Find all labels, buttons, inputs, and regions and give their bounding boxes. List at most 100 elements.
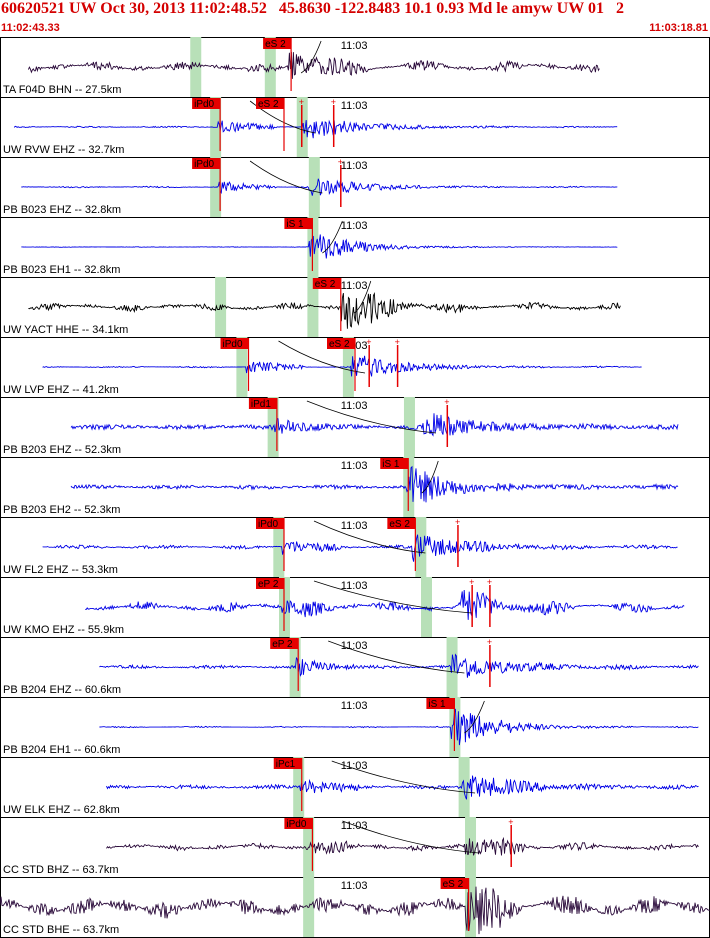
waveform-trace xyxy=(99,708,699,746)
minute-marker-label: 11:03 xyxy=(341,580,368,592)
pick-label: iPc1 xyxy=(276,759,296,770)
pick-flag[interactable] xyxy=(273,758,302,769)
waveform-trace xyxy=(28,291,621,329)
waveform-trace xyxy=(21,234,618,259)
trace-row[interactable]: 11:03 eS 2 TA F04D BHN -- 27.5km xyxy=(0,37,710,98)
station-label: PB B204 EH1 -- 60.6km xyxy=(3,744,120,756)
station-label: UW KMO EHZ -- 55.9km xyxy=(3,624,124,636)
trace-row[interactable]: 11:03 + + eP 2 UW KMO EHZ -- 55.9km xyxy=(0,577,710,638)
moveout-curve xyxy=(331,760,476,794)
pick-window-band xyxy=(308,157,320,217)
pick-label: iPd0 xyxy=(194,99,214,110)
pick-flag[interactable] xyxy=(220,338,249,349)
station-label: TA F04D BHN -- 27.5km xyxy=(3,84,121,96)
amplitude-tick-mark: + xyxy=(487,637,492,647)
trace-row[interactable]: 11:03 + iPd0 eS 2 UW FL2 EHZ -- 53.3km xyxy=(0,517,710,578)
event-title: 60620521 UW Oct 30, 2013 11:02:48.52 45.… xyxy=(1,0,624,17)
pick-flag[interactable] xyxy=(327,338,355,349)
minute-marker-label: 11:03 xyxy=(341,640,368,652)
trace-row[interactable]: 11:03 iS 1 PB B203 EH2 -- 52.3km xyxy=(0,457,710,518)
pick-label: eS 2 xyxy=(329,339,350,350)
pick-label: iPd1 xyxy=(251,399,271,410)
minute-marker-label: 11:03 xyxy=(341,700,368,712)
pick-flag[interactable] xyxy=(256,98,284,109)
station-label: PB B204 EHZ -- 60.6km xyxy=(3,684,121,696)
waveform-trace xyxy=(0,886,710,935)
station-label: PB B023 EHZ -- 32.8km xyxy=(3,204,121,216)
pick-flag[interactable] xyxy=(312,278,341,289)
pick-window-band xyxy=(307,277,319,337)
minute-marker-label: 11:03 xyxy=(341,40,368,52)
pick-flag[interactable] xyxy=(263,38,292,49)
moveout-curve xyxy=(300,40,322,74)
station-label: CC STD BHE -- 63.7km xyxy=(3,924,119,936)
pick-label: eP 2 xyxy=(272,639,293,650)
pick-flag[interactable] xyxy=(256,518,284,529)
pick-flag[interactable] xyxy=(248,398,277,409)
pick-label: eP 2 xyxy=(258,579,279,590)
amplitude-tick-mark: + xyxy=(395,337,400,347)
pick-flag[interactable] xyxy=(192,98,221,109)
minute-marker-label: 11:03 xyxy=(341,400,368,412)
pick-flag[interactable] xyxy=(256,578,284,589)
pick-flag[interactable] xyxy=(284,218,313,229)
trace-row[interactable]: 11:03 + + iPd0 eS 2 UW RVW EHZ -- 32.7km xyxy=(0,97,710,158)
waveform-trace xyxy=(106,775,699,800)
pick-flag[interactable] xyxy=(192,158,221,169)
pick-label: eS 2 xyxy=(265,39,286,50)
station-label: PB B203 EH2 -- 52.3km xyxy=(3,504,120,516)
trace-row[interactable]: 11:03 iS 1 PB B204 EH1 -- 60.6km xyxy=(0,697,710,758)
pick-window-band xyxy=(273,517,285,577)
pick-label: iPd0 xyxy=(194,159,214,170)
window-end-time: 11:03:18.81 xyxy=(649,22,708,34)
waveform-trace xyxy=(85,589,685,620)
station-label: UW ELK EHZ -- 62.8km xyxy=(3,804,120,816)
station-label: UW RVW EHZ -- 32.7km xyxy=(3,144,124,156)
pick-flag[interactable] xyxy=(284,818,313,829)
moveout-curve xyxy=(322,220,343,254)
station-label: UW LVP EHZ -- 41.2km xyxy=(3,384,119,396)
pick-flag[interactable] xyxy=(426,698,455,709)
pick-flag[interactable] xyxy=(270,638,299,649)
minute-marker-label: 11:03 xyxy=(341,520,368,532)
station-label: UW YACT HHE -- 34.1km xyxy=(3,324,128,336)
trace-row[interactable]: 11:03 eS 2 CC STD BHE -- 63.7km xyxy=(0,877,710,938)
pick-label: eS 2 xyxy=(389,519,410,530)
pick-flag[interactable] xyxy=(387,518,416,529)
waveform-trace xyxy=(21,178,618,196)
pick-label: iS 1 xyxy=(382,459,400,470)
event-header: 60620521 UW Oct 30, 2013 11:02:48.52 45.… xyxy=(0,0,710,36)
trace-row[interactable]: 11:03 eS 2 UW YACT HHE -- 34.1km xyxy=(0,277,710,338)
moveout-curve xyxy=(421,460,439,494)
trace-row[interactable]: 11:03+ iPd0 PB B023 EHZ -- 32.8km xyxy=(0,157,710,218)
minute-marker-label: 11:03 xyxy=(341,880,368,892)
minute-marker-label: 11:03 xyxy=(341,760,368,772)
moveout-curve xyxy=(328,640,465,674)
pick-label: eS 2 xyxy=(258,99,279,110)
pick-window-band xyxy=(293,757,305,817)
trace-row[interactable]: 11:03 + eP 2 PB B204 EHZ -- 60.6km xyxy=(0,637,710,698)
pick-flag[interactable] xyxy=(380,458,409,469)
minute-marker-label: 11:03 xyxy=(341,280,368,292)
trace-row[interactable]: 11:03 + iPd1 PB B203 EHZ -- 52.3km xyxy=(0,397,710,458)
minute-marker-label: 11:03 xyxy=(341,160,368,172)
waveform-trace xyxy=(42,534,678,562)
trace-row[interactable]: 11:03 iPc1 UW ELK EHZ -- 62.8km xyxy=(0,757,710,818)
amplitude-tick-mark: + xyxy=(331,97,336,107)
pick-label: iPd0 xyxy=(258,519,278,530)
moveout-curve xyxy=(306,400,437,434)
pick-label: iS 1 xyxy=(286,219,304,230)
pick-label: eS 2 xyxy=(315,279,336,290)
amplitude-tick-mark: + xyxy=(299,97,304,107)
minute-marker-label: 11:03 xyxy=(341,220,368,232)
seismogram-panel[interactable]: 11:03 eS 2 TA F04D BHN -- 27.5km 11:03 + + iPd… xyxy=(0,37,710,938)
waveform-trace xyxy=(42,355,642,377)
moveout-curve xyxy=(313,520,426,554)
amplitude-tick-mark: + xyxy=(487,577,492,587)
trace-row[interactable]: 11:03 iS 1 PB B023 EH1 -- 32.8km xyxy=(0,217,710,278)
amplitude-tick-mark: + xyxy=(469,577,474,587)
amplitude-tick-mark: + xyxy=(508,817,513,827)
pick-flag[interactable] xyxy=(440,878,469,889)
